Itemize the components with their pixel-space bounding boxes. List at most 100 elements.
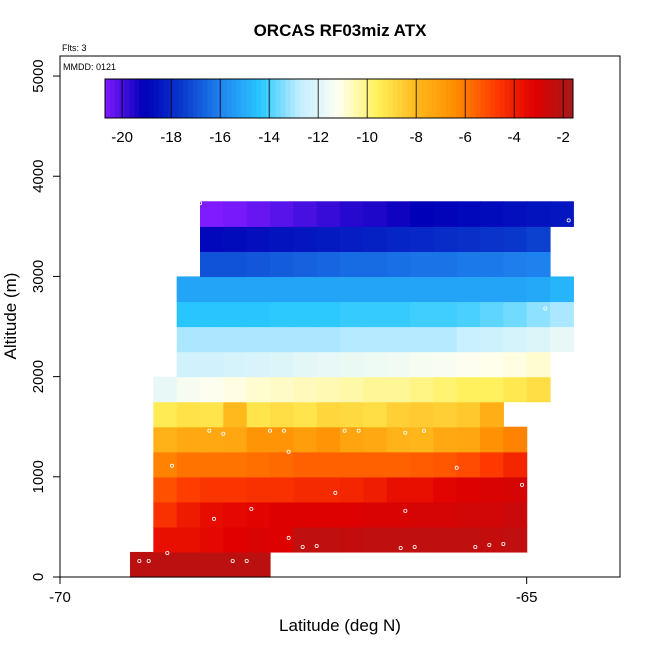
heatmap-cell (363, 276, 388, 303)
colorbar-slice (295, 79, 301, 118)
flight-point (169, 289, 174, 294)
colorbar-tick-label: -6 (459, 129, 472, 146)
heatmap-cell (363, 526, 388, 553)
heatmap-cell (456, 451, 481, 478)
heatmap-cell (176, 451, 201, 478)
colorbar-slice (465, 79, 472, 118)
heatmap-cell (363, 401, 388, 428)
heatmap-cell (550, 326, 574, 353)
heatmap-cell (176, 401, 201, 428)
heatmap-cell (176, 526, 201, 553)
colorbar-slice (363, 79, 369, 118)
colorbar-slice (270, 79, 277, 118)
heatmap-cell (270, 301, 294, 328)
heatmap-cell (480, 376, 504, 403)
colorbar-slice (558, 79, 564, 118)
heatmap-cell (223, 351, 248, 378)
heatmap-cell (550, 301, 574, 328)
colorbar-slice (124, 79, 130, 118)
heatmap-cell (433, 351, 458, 378)
colorbar-slice (324, 79, 330, 118)
heatmap-cell (316, 351, 341, 378)
heatmap-cell (386, 201, 411, 227)
heatmap-cell (246, 401, 271, 428)
heatmap-cell (456, 501, 481, 528)
colorbar-slice (134, 79, 140, 118)
flight-point (211, 516, 216, 521)
colorbar-slice (251, 79, 257, 118)
heatmap-cell (433, 401, 458, 428)
x-axis-label: Latitude (deg N) (279, 616, 401, 635)
heatmap-cell (456, 476, 481, 503)
heatmap-cell (386, 451, 411, 478)
colorbar-slice (358, 79, 364, 118)
heatmap-cell (316, 251, 341, 278)
colorbar-slice (129, 79, 135, 118)
heatmap-cell (410, 401, 434, 428)
flight-point (356, 428, 361, 433)
colorbar-slice (153, 79, 160, 118)
colorbar-slice (402, 79, 408, 118)
colorbar-slice (109, 79, 116, 118)
heatmap-cell (176, 376, 201, 403)
heatmap-cell (223, 376, 248, 403)
heatmap-cell (410, 526, 434, 553)
colorbar-tick-label: -12 (307, 129, 329, 146)
heatmap-cell (176, 276, 201, 303)
heatmap-cell (293, 226, 318, 252)
heatmap-cell (386, 401, 411, 428)
colorbar-slice (241, 79, 247, 118)
colorbar-slice (275, 79, 282, 118)
colorbar-slice (265, 79, 272, 118)
heatmap-cell (223, 451, 248, 478)
flight-point (197, 201, 202, 206)
heatmap-cell (480, 401, 504, 428)
colorbar-slice (256, 79, 262, 118)
colorbar-slice (343, 79, 350, 118)
flight-point (412, 544, 417, 549)
colorbar-slice (114, 79, 121, 118)
heatmap-cell (410, 301, 434, 328)
heatmap-cell (223, 226, 248, 252)
heatmap-cell (433, 501, 458, 528)
colorbar-slice (329, 79, 335, 118)
colorbar-tick-label: -20 (111, 129, 133, 146)
heatmap-cell (340, 226, 364, 252)
heatmap-cell (316, 401, 341, 428)
heatmap-cell (433, 426, 458, 453)
flight-point (403, 430, 408, 435)
heatmap-cell (293, 201, 318, 227)
heatmap-cell (200, 426, 224, 453)
heatmap-cell (526, 226, 551, 252)
colorbar-slice (451, 79, 457, 118)
heatmap-cell (480, 526, 504, 553)
heatmap-cell (316, 426, 341, 453)
heatmap-cell (433, 251, 458, 278)
mmdd-label: MMDD: 0121 (63, 62, 116, 72)
heatmap-cell (456, 376, 481, 403)
heatmap-cell (293, 376, 318, 403)
heatmap-cell (270, 451, 294, 478)
y-tick-label: 2000 (30, 360, 47, 393)
colorbar-slice (460, 79, 467, 118)
heatmap-cells (130, 201, 574, 578)
heatmap-cell (200, 451, 224, 478)
colorbar-slice (504, 79, 511, 118)
heatmap-cell (270, 201, 294, 227)
colorbar-slice (397, 79, 403, 118)
heatmap-cell (410, 426, 434, 453)
heatmap-cell (410, 251, 434, 278)
y-tick-label: 4000 (30, 160, 47, 193)
heatmap-cell (340, 451, 364, 478)
flight-point (169, 463, 174, 468)
heatmap-cell (503, 376, 528, 403)
heatmap-cell (526, 201, 551, 227)
heatmap-cell (526, 351, 551, 378)
colorbar-slice (226, 79, 233, 118)
colorbar-slice (553, 79, 559, 118)
heatmap-cell (316, 476, 341, 503)
heatmap-cell (223, 501, 248, 528)
heatmap-cell (410, 226, 434, 252)
heatmap-cell (386, 226, 411, 252)
heatmap-cell (456, 426, 481, 453)
